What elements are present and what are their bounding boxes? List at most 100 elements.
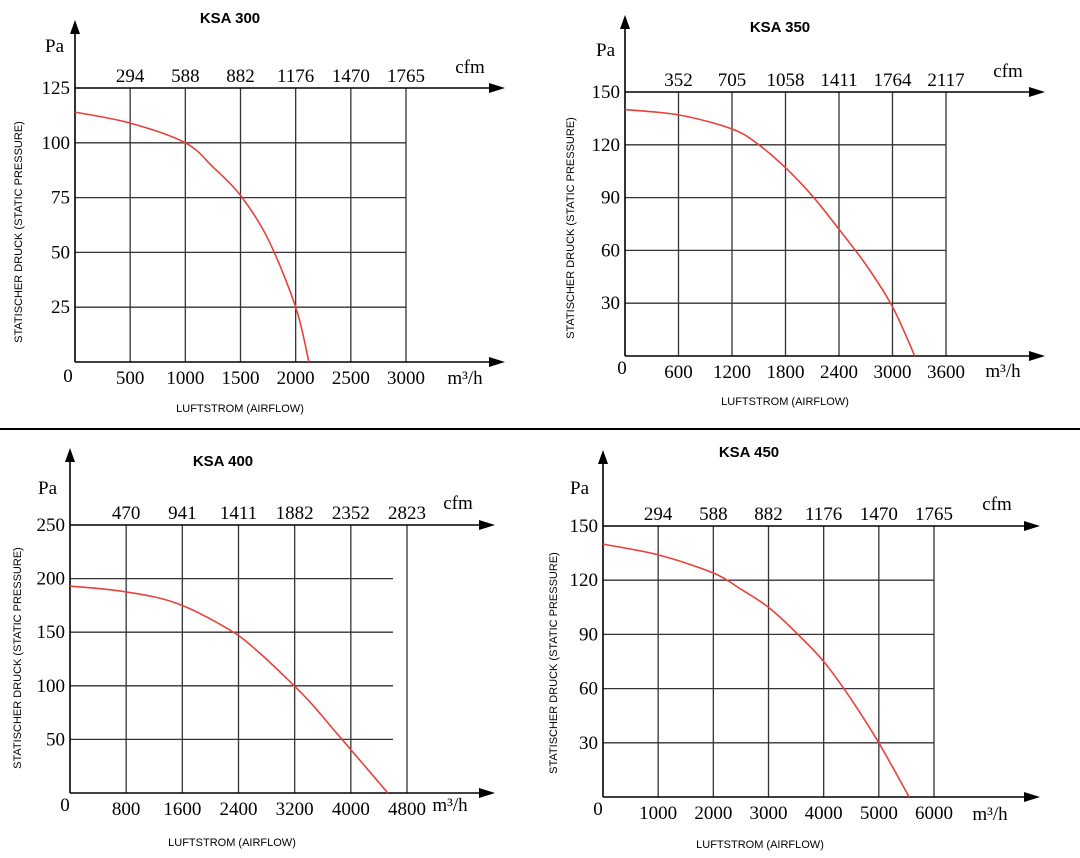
y-tick-label: 60 bbox=[601, 240, 620, 261]
cfm-unit-label: cfm bbox=[443, 493, 473, 514]
y-tick-label: 50 bbox=[46, 729, 65, 750]
x-tick-label: 1200 bbox=[713, 362, 751, 383]
x-tick-label: 4000 bbox=[332, 799, 370, 820]
y-unit-label: Pa bbox=[45, 36, 65, 57]
cfm-tick-label: 1058 bbox=[767, 70, 805, 91]
y-unit-label: Pa bbox=[570, 478, 590, 499]
fan-curve bbox=[69, 585, 389, 794]
fan-curve bbox=[74, 111, 310, 363]
top-cfm-axis-arrow bbox=[489, 83, 505, 93]
x-tick-label: 3000 bbox=[750, 803, 788, 824]
cfm-tick-label: 1411 bbox=[820, 70, 857, 91]
x-tick-label: 1000 bbox=[166, 368, 204, 389]
x-tick-label: 6000 bbox=[915, 803, 953, 824]
y-tick-label: 90 bbox=[579, 624, 598, 645]
y-axis-arrow bbox=[598, 450, 608, 464]
x-axis-caption: LUFTSTROM (AIRFLOW) bbox=[176, 403, 304, 415]
y-axis-caption: STATISCHER DRUCK (STATIC PRESSURE) bbox=[12, 547, 24, 769]
y-axis-caption: STATISCHER DRUCK (STATIC PRESSURE) bbox=[548, 552, 560, 774]
y-tick-label: 90 bbox=[601, 188, 620, 209]
x-tick-label: 5000 bbox=[860, 803, 898, 824]
x-tick-label: 3000 bbox=[874, 362, 912, 383]
x-tick-label: 2400 bbox=[220, 799, 258, 820]
cfm-tick-label: 294 bbox=[116, 66, 145, 87]
chart-panel-4: 0 1000 2000 3000 4000 5000 6000 30 60 90 120 150 294… bbox=[548, 444, 1040, 851]
cfm-tick-label: 588 bbox=[699, 504, 728, 525]
x-tick-label: 800 bbox=[112, 799, 141, 820]
y-tick-label: 25 bbox=[51, 297, 70, 318]
x-tick-label: 1000 bbox=[639, 803, 677, 824]
x-tick-label: 2000 bbox=[277, 368, 315, 389]
cfm-tick-label: 1765 bbox=[915, 504, 953, 525]
cfm-tick-label: 1470 bbox=[332, 66, 370, 87]
y-tick-label: 75 bbox=[51, 188, 70, 209]
y-unit-label: Pa bbox=[596, 40, 616, 61]
x-axis-caption: LUFTSTROM (AIRFLOW) bbox=[696, 839, 824, 851]
y-tick-label: 100 bbox=[37, 676, 66, 697]
y-tick-label: 120 bbox=[592, 135, 621, 156]
x-unit-label: m³/h bbox=[972, 804, 1008, 825]
top-cfm-axis-arrow bbox=[479, 520, 495, 530]
chart-title: KSA 400 bbox=[193, 453, 253, 470]
y-tick-label: 150 bbox=[37, 622, 66, 643]
x-axis-caption: LUFTSTROM (AIRFLOW) bbox=[721, 396, 849, 408]
cfm-tick-label: 705 bbox=[718, 70, 747, 91]
cfm-tick-label: 2823 bbox=[388, 503, 426, 524]
cfm-tick-label: 1411 bbox=[220, 503, 257, 524]
x-tick-label: 4800 bbox=[388, 799, 426, 820]
cfm-tick-label: 2352 bbox=[332, 503, 370, 524]
cfm-tick-label: 1176 bbox=[277, 66, 314, 87]
x-tick-label: 0 bbox=[593, 799, 603, 820]
y-tick-label: 30 bbox=[579, 733, 598, 754]
fan-curve bbox=[602, 543, 910, 798]
cfm-tick-label: 1176 bbox=[805, 504, 842, 525]
fan-curve bbox=[624, 108, 916, 357]
x-tick-label: 1500 bbox=[222, 368, 260, 389]
chart-panel-3: 0 800 1600 2400 3200 4000 4800 50 100 150 200 250 47… bbox=[12, 448, 495, 849]
cfm-tick-label: 1882 bbox=[276, 503, 314, 524]
y-tick-label: 125 bbox=[42, 78, 71, 99]
chart-title: KSA 450 bbox=[719, 444, 779, 461]
cfm-tick-label: 588 bbox=[171, 66, 200, 87]
cfm-tick-label: 882 bbox=[754, 504, 783, 525]
x-unit-label: m³/h bbox=[985, 361, 1021, 382]
chart-title: KSA 300 bbox=[200, 10, 260, 27]
x-tick-label: 4000 bbox=[805, 803, 843, 824]
top-cfm-axis-arrow bbox=[1029, 87, 1045, 97]
x-tick-label: 3200 bbox=[276, 799, 314, 820]
x-tick-label: 600 bbox=[664, 362, 693, 383]
x-axis-arrow bbox=[479, 788, 495, 798]
cfm-tick-label: 1765 bbox=[387, 66, 425, 87]
cfm-tick-label: 2117 bbox=[927, 70, 964, 91]
y-axis-arrow bbox=[620, 15, 630, 29]
cfm-tick-label: 294 bbox=[644, 504, 673, 525]
y-axis-caption: STATISCHER DRUCK (STATIC PRESSURE) bbox=[13, 121, 25, 343]
y-tick-label: 120 bbox=[570, 570, 599, 591]
x-tick-label: 0 bbox=[60, 795, 70, 816]
cfm-tick-label: 1764 bbox=[874, 70, 913, 91]
y-tick-label: 50 bbox=[51, 242, 70, 263]
x-axis-arrow bbox=[489, 357, 505, 367]
x-axis-arrow bbox=[1024, 792, 1040, 802]
x-tick-label: 2400 bbox=[820, 362, 858, 383]
x-axis-caption: LUFTSTROM (AIRFLOW) bbox=[168, 837, 296, 849]
x-tick-label: 3000 bbox=[387, 368, 425, 389]
cfm-tick-label: 1470 bbox=[860, 504, 898, 525]
x-tick-label: 0 bbox=[63, 366, 73, 387]
y-tick-label: 100 bbox=[42, 133, 71, 154]
chart-panel-1: 0 500 1000 1500 2000 2500 3000 25 50 75 100 125 294 5… bbox=[13, 10, 505, 415]
cfm-tick-label: 352 bbox=[664, 70, 693, 91]
x-tick-label: 2000 bbox=[694, 803, 732, 824]
x-tick-label: 3600 bbox=[927, 362, 965, 383]
y-axis-arrow bbox=[65, 448, 75, 462]
x-tick-label: 1800 bbox=[767, 362, 805, 383]
chart-title: KSA 350 bbox=[750, 19, 810, 36]
y-tick-label: 60 bbox=[579, 679, 598, 700]
chart-panel-2: 0 600 1200 1800 2400 3000 3600 30 60 90 120 150 352 7… bbox=[565, 15, 1045, 408]
top-cfm-axis-arrow bbox=[1024, 521, 1040, 531]
y-tick-label: 200 bbox=[37, 569, 66, 590]
cfm-unit-label: cfm bbox=[993, 61, 1023, 82]
x-unit-label: m³/h bbox=[432, 795, 468, 816]
y-axis-caption: STATISCHER DRUCK (STATIC PRESSURE) bbox=[565, 117, 577, 339]
